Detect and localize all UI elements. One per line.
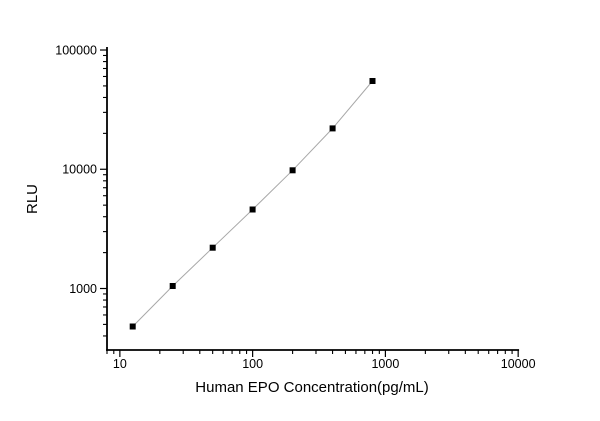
y-axis-title: RLU <box>24 184 41 214</box>
data-point-marker <box>169 283 176 289</box>
axes-layer: 10 100 1000 10000 1000 10000 100000 <box>55 43 535 371</box>
data-point-marker <box>249 206 256 213</box>
x-tick-label: 10000 <box>501 357 536 371</box>
x-tick-label: 10 <box>113 357 127 371</box>
data-point-marker <box>289 167 296 174</box>
data-point-marker <box>329 125 336 132</box>
data-point-marker <box>129 323 136 330</box>
y-tick-label: 10000 <box>62 163 97 177</box>
x-tick-label: 100 <box>242 357 263 371</box>
series-line <box>132 80 373 327</box>
data-point-marker <box>369 78 376 84</box>
data-point-marker <box>209 244 216 251</box>
y-tick-label: 1000 <box>69 282 97 296</box>
series-layer <box>129 78 376 330</box>
x-tick-label: 1000 <box>371 357 399 371</box>
x-axis-title: Human EPO Concentration(pg/mL) <box>195 379 428 396</box>
y-tick-label: 100000 <box>55 43 97 57</box>
